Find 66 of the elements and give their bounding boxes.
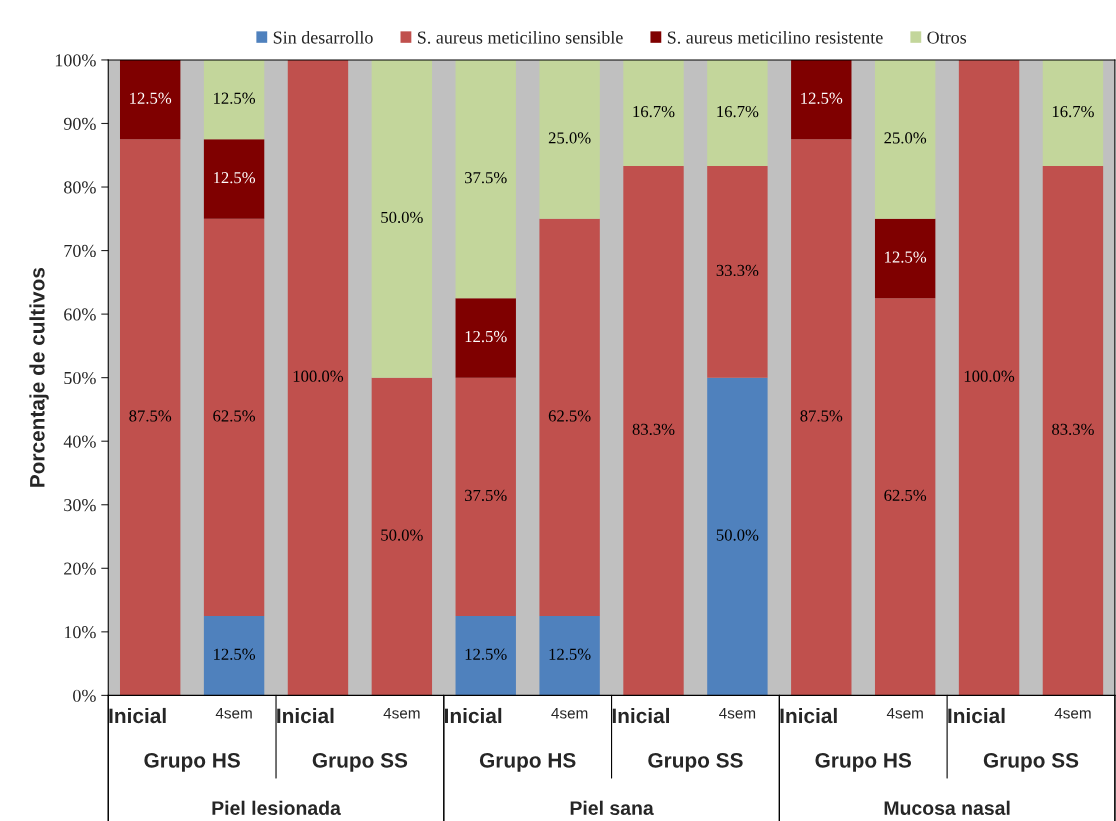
data-label: 100.0% [293, 370, 344, 382]
y-tick-label: 100% [55, 54, 96, 67]
x-tick-label: 4sem [215, 707, 252, 719]
data-label: 16.7% [717, 105, 759, 118]
y-tick-label: 20% [64, 562, 96, 575]
legend-label: S. aureus meticilino resistente [667, 30, 883, 44]
y-tick-label: 80% [64, 181, 96, 194]
data-label: 83.3% [632, 423, 675, 435]
data-label: 100.0% [964, 370, 1015, 382]
data-label: 50.0% [716, 529, 759, 541]
text: Grupo SS [983, 752, 1079, 772]
y-tick-label: 50% [64, 371, 96, 385]
text: Grupo HS [815, 752, 912, 772]
data-label: 12.5% [214, 92, 256, 104]
data-label: 62.5% [213, 410, 256, 422]
text: Piel lesionada [212, 800, 341, 815]
x-tick-label: Inicial [109, 707, 166, 724]
text: Grupo HS [479, 752, 576, 772]
x-tick-label: 4sem [383, 707, 420, 719]
x-tick-label: Inicial [780, 707, 837, 724]
data-label: 12.5% [801, 92, 843, 104]
y-tick-label: 70% [64, 244, 96, 258]
text: Grupo SS [648, 752, 743, 772]
data-label: 25.0% [884, 132, 927, 144]
data-label: 12.5% [465, 330, 507, 343]
data-label: 37.5% [465, 489, 507, 502]
data-label: 87.5% [800, 410, 843, 422]
legend-label: Sin desarrollo [273, 30, 373, 44]
data-label: 12.5% [885, 251, 927, 263]
x-tick-label: Inicial [445, 707, 502, 724]
data-label: 25.0% [548, 132, 591, 144]
x-tick-label: Inicial [948, 707, 1005, 724]
text: Grupo SS [312, 752, 408, 772]
data-label: 12.5% [465, 648, 507, 660]
data-label: 50.0% [381, 529, 423, 541]
data-label: 87.5% [129, 410, 172, 422]
x-tick-label: 4sem [1054, 707, 1091, 719]
x-tick-label: Inicial [277, 707, 334, 724]
y-tick-label: 60% [64, 308, 96, 321]
legend-label: Otros [927, 31, 967, 44]
y-tick-label: 40% [63, 435, 96, 448]
data-label: 83.3% [1052, 423, 1094, 435]
data-label: 16.7% [1052, 105, 1094, 118]
data-label: 16.7% [633, 105, 675, 118]
data-label: 12.5% [214, 648, 256, 660]
text: Mucosa nasal [884, 800, 1010, 815]
x-tick-label: Inicial [612, 707, 669, 724]
legend-label: S. aureus meticilino sensible [417, 30, 623, 44]
data-label: 62.5% [548, 410, 591, 422]
data-label: 12.5% [549, 648, 591, 660]
y-tick-label: 90% [63, 117, 96, 130]
data-label: 12.5% [214, 172, 256, 184]
data-label: 37.5% [465, 172, 507, 184]
x-tick-label: 4sem [719, 707, 756, 719]
y-axis-title: Porcentaje de cultivos [29, 267, 49, 487]
data-label: 12.5% [130, 92, 172, 104]
y-tick-label: 30% [64, 499, 96, 512]
y-tick-label: 10% [64, 626, 96, 639]
text: Grupo HS [144, 752, 240, 772]
x-tick-label: 4sem [886, 707, 923, 719]
y-tick-label: 0% [73, 689, 96, 702]
text: Piel sana [570, 800, 654, 815]
x-tick-label: 4sem [551, 707, 588, 719]
data-label: 33.3% [716, 264, 759, 277]
data-label: 62.5% [884, 489, 927, 502]
data-label: 50.0% [381, 211, 423, 224]
